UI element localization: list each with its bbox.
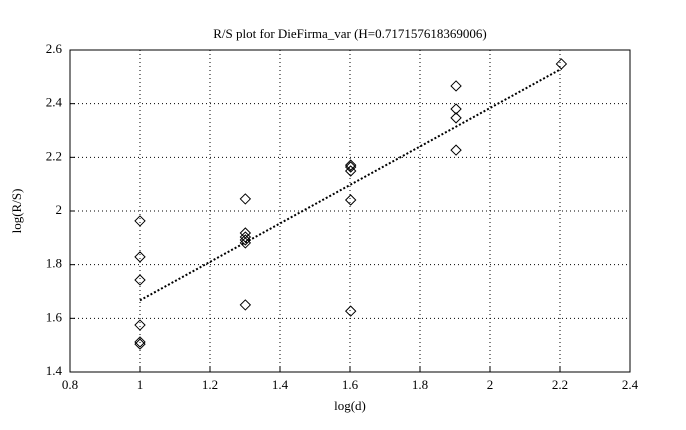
data-point (239, 237, 252, 249)
data-point (134, 215, 146, 227)
data-point (344, 194, 357, 206)
x-tick-label: 1.8 (412, 377, 428, 392)
x-tick-label: 0.8 (62, 377, 78, 392)
fit-line (139, 67, 562, 302)
data-point (450, 144, 462, 156)
x-axis-label: log(d) (334, 398, 366, 413)
chart-title: R/S plot for DieFirma_var (H=0.717157618… (213, 26, 486, 41)
x-tick-label: 2 (487, 377, 494, 392)
x-tick-label: 1.2 (202, 377, 218, 392)
y-tick-label: 1.6 (46, 309, 63, 324)
data-point (344, 305, 357, 317)
y-tick-label: 2.4 (46, 95, 63, 110)
data-point (344, 159, 357, 171)
y-tick-label: 2.2 (46, 148, 62, 163)
data-point (450, 103, 462, 115)
plot-frame (69, 49, 631, 373)
data-point (134, 251, 146, 263)
data-point (344, 165, 357, 177)
data-point (239, 299, 252, 311)
data-point (450, 112, 462, 124)
y-tick-label: 2 (56, 202, 63, 217)
data-point (239, 234, 252, 246)
x-tick-label: 1.6 (342, 377, 359, 392)
y-axis-label: log(R/S) (9, 189, 24, 234)
data-point (450, 80, 462, 92)
x-tick-label: 2.2 (552, 377, 568, 392)
y-tick-label: 1.4 (46, 363, 63, 378)
data-point (134, 336, 146, 348)
x-tick-label: 1.4 (272, 377, 289, 392)
data-point (134, 319, 146, 331)
data-point (134, 274, 146, 286)
x-tick-label: 1 (137, 377, 144, 392)
x-tick-label: 2.4 (622, 377, 639, 392)
data-point (239, 193, 252, 205)
data-point (134, 338, 146, 350)
y-tick-label: 2.6 (46, 41, 63, 56)
data-point (344, 161, 357, 173)
y-tick-label: 1.8 (46, 256, 62, 271)
